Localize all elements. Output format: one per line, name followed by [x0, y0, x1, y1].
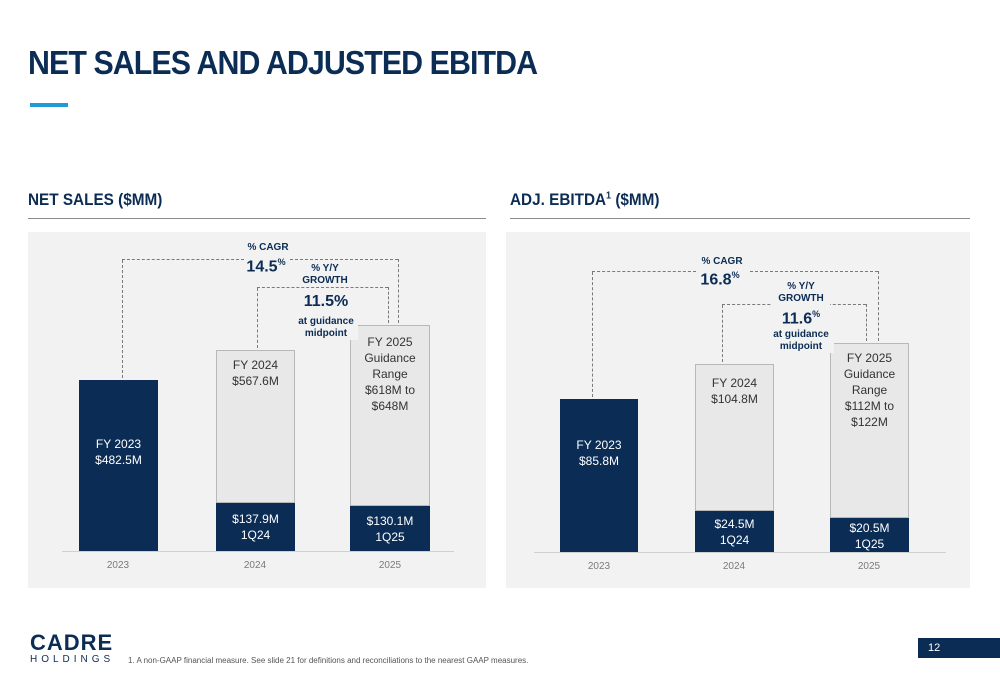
- net-sales-bar-2024-q1: $137.9M 1Q24: [216, 503, 295, 551]
- ebitda-yoy-sub: at guidance midpoint: [768, 329, 834, 353]
- ebitda-cagr-top-line-right: [750, 271, 878, 272]
- ebitda-cagr-value: 16.8%: [700, 270, 740, 289]
- net-sales-bar-2023-label: FY 2023 $482.5M: [95, 437, 142, 467]
- ebitda-bar-2024-q1: $24.5M 1Q24: [695, 511, 774, 552]
- ebitda-section-title: ADJ. EBITDA1 ($MM): [510, 190, 660, 209]
- ebitda-bar-2025-guidance: FY 2025 Guidance Range $112M to $122M: [830, 343, 909, 518]
- ebitda-bar-2023: FY 2023 $85.8M: [560, 399, 638, 552]
- net-sales-yoy-sub: at guidance midpoint: [294, 316, 358, 340]
- ebitda-tick-2025: 2025: [857, 561, 881, 572]
- ebitda-cagr-left-line: [592, 272, 593, 397]
- net-sales-bar-2025-guidance: FY 2025 Guidance Range $618M to $648M: [350, 325, 430, 506]
- ebitda-bar-2025-guidance-label: FY 2025 Guidance Range $112M to $122M: [843, 351, 896, 429]
- net-sales-bar-2024-fy-label: FY 2024 $567.6M: [232, 358, 279, 388]
- net-sales-cagr-label: % CAGR: [247, 242, 289, 253]
- page-number: 12: [918, 638, 1000, 658]
- net-sales-bar-2024-fy: FY 2024 $567.6M: [216, 350, 295, 503]
- net-sales-bar-2024-q1-label: $137.9M 1Q24: [232, 512, 279, 542]
- net-sales-cagr-top-line-left: [122, 259, 244, 260]
- net-sales-rule: [28, 218, 486, 219]
- net-sales-yoy-label: % Y/Y GROWTH: [296, 263, 354, 287]
- ebitda-yoy-value: 11.6%: [770, 309, 832, 329]
- net-sales-cagr-left-line: [122, 260, 123, 378]
- cadre-logo: CADRE HOLDINGS: [30, 630, 114, 665]
- logo-sub: HOLDINGS: [30, 654, 115, 665]
- page-title: NET SALES AND ADJUSTED EBITDA: [28, 44, 538, 81]
- ebitda-cagr-right-line: [878, 271, 879, 341]
- ebitda-bar-2025-q1: $20.5M 1Q25: [830, 518, 909, 552]
- ebitda-rule: [510, 218, 970, 219]
- ebitda-bar-2023-label: FY 2023 $85.8M: [576, 438, 622, 468]
- ebitda-baseline: [534, 552, 946, 553]
- ebitda-bar-2024-fy-label: FY 2024 $104.8M: [711, 376, 758, 406]
- net-sales-yoy-top-line: [257, 287, 388, 288]
- ebitda-bar-2024-fy: FY 2024 $104.8M: [695, 364, 774, 511]
- net-sales-bar-2025-q1: $130.1M 1Q25: [350, 506, 430, 551]
- ebitda-tick-2023: 2023: [587, 561, 611, 572]
- ebitda-yoy-label: % Y/Y GROWTH: [772, 281, 830, 305]
- ebitda-tick-2024: 2024: [722, 561, 746, 572]
- title-accent-line: [30, 103, 68, 107]
- ebitda-yoy-right-line: [866, 304, 867, 341]
- net-sales-yoy-value: 11.5%: [294, 293, 358, 311]
- net-sales-bar-2025-q1-label: $130.1M 1Q25: [366, 514, 414, 544]
- ebitda-bar-2025-q1-label: $20.5M 1Q25: [849, 521, 890, 551]
- net-sales-cagr-value: 14.5%: [246, 257, 286, 276]
- net-sales-bar-2023: FY 2023 $482.5M: [79, 380, 158, 551]
- net-sales-tick-2024: 2024: [243, 560, 267, 571]
- ebitda-cagr-label: % CAGR: [701, 256, 743, 267]
- net-sales-cagr-top-line-right: [290, 259, 398, 260]
- ebitda-yoy-left-line: [722, 305, 723, 362]
- net-sales-yoy-right-line: [388, 287, 389, 323]
- ebitda-bar-2024-q1-label: $24.5M 1Q24: [714, 517, 755, 547]
- net-sales-tick-2025: 2025: [378, 560, 402, 571]
- net-sales-baseline: [62, 551, 454, 552]
- ebitda-cagr-top-line-left: [592, 271, 696, 272]
- net-sales-cagr-right-line: [398, 259, 399, 323]
- net-sales-bar-2025-guidance-label: FY 2025 Guidance Range $618M to $648M: [364, 335, 416, 413]
- footnote: 1. A non-GAAP financial measure. See sli…: [128, 656, 529, 665]
- net-sales-yoy-left-line: [257, 288, 258, 348]
- logo-mark: CADRE: [30, 630, 114, 655]
- net-sales-section-title: NET SALES ($MM): [28, 190, 163, 209]
- net-sales-tick-2023: 2023: [106, 560, 130, 571]
